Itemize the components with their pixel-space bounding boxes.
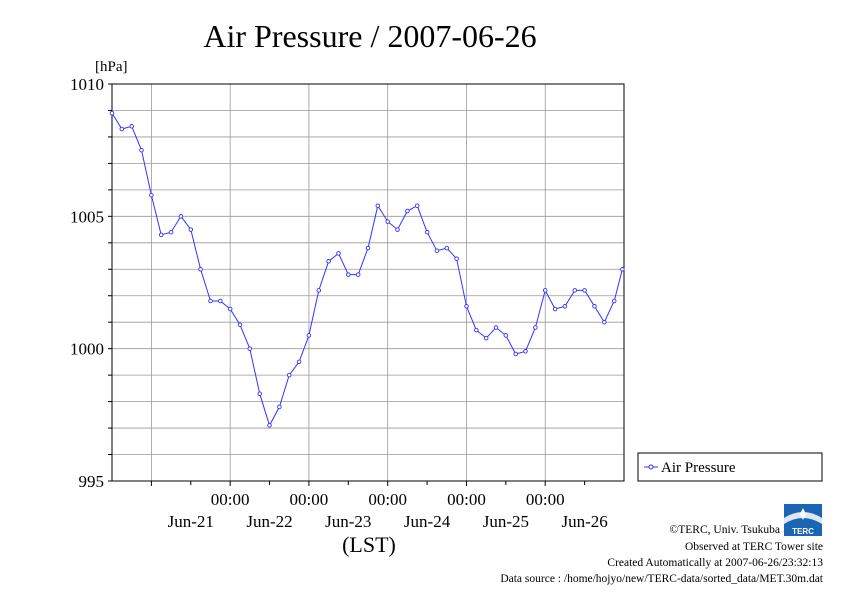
data-point [277,404,282,410]
data-point [562,304,568,309]
x-date-tick-label: Jun-24 [404,512,451,531]
data-point [464,304,469,309]
x-date-tick-label: Jun-25 [483,512,529,531]
data-point [513,351,518,357]
data-point [119,126,125,132]
y-tick-label: 1010 [70,75,104,94]
observed-text: Observed at TERC Tower site [685,541,823,553]
series-air-pressure [109,110,625,428]
data-point [208,298,213,304]
data-point [286,372,292,378]
data-point [474,327,479,333]
x-time-tick-label: 00:00 [368,490,407,509]
data-point [375,203,381,208]
x-date-tick-label: Jun-21 [168,512,214,531]
data-point [178,214,184,219]
data-point [267,423,272,428]
data-point [611,298,617,304]
source-text: Data source : /home/hojyo/new/TERC-data/… [500,573,823,585]
terc-logo-icon: TERC [784,504,822,536]
data-point [139,147,144,153]
data-point [620,267,625,272]
copyright-text: ©TERC, Univ. Tsukuba [670,524,780,536]
data-point [168,229,174,235]
data-point [582,288,587,293]
data-point [316,288,322,293]
legend-box [637,452,823,482]
data-point [592,304,597,309]
data-point [355,272,361,277]
data-point [257,391,262,396]
y-axis: 1010 1005 1000 995 [70,75,112,491]
x-axis-label: (LST) [342,532,396,557]
data-point [198,267,203,272]
data-point [326,259,331,264]
data-point [542,288,548,293]
data-point [434,248,440,253]
x-time-tick-label: 00:00 [526,490,565,509]
data-point [385,219,390,224]
footer: ©TERC, Univ. Tsukuba Observed at TERC To… [500,524,823,585]
data-point [454,256,459,261]
data-point [306,333,312,338]
data-point [405,208,410,214]
y-tick-label: 1000 [70,340,104,359]
x-time-tick-label: 00:00 [211,490,250,509]
data-point [218,298,223,304]
data-point [346,272,351,277]
data-point [602,319,607,325]
data-point [444,245,450,251]
x-axis: 00:00 00:00 00:00 00:00 00:00 Jun-21 Jun-22 Jun… [150,481,608,531]
data-point [523,349,528,354]
data-point [503,333,509,338]
y-unit-label: [hPa] [95,59,128,75]
plot-frame [111,83,625,482]
legend-marker [648,464,654,470]
x-date-tick-label: Jun-26 [561,512,607,531]
data-point [572,288,578,293]
x-date-tick-label: Jun-22 [246,512,292,531]
data-point [483,335,489,341]
data-point [493,325,499,330]
data-point [296,359,302,365]
data-point [227,306,233,312]
y-tick-label: 1005 [70,207,104,226]
data-point [533,325,538,330]
data-point [188,227,194,232]
data-point [129,124,134,129]
data-point [365,245,371,251]
data-point [424,229,430,235]
data-point [149,192,154,198]
x-time-tick-label: 00:00 [447,490,486,509]
legend-label: Air Pressure [661,460,736,476]
chart-title: Air Pressure / 2007-06-26 [203,18,536,54]
legend: Air Pressure [637,452,823,482]
x-time-tick-label: 00:00 [290,490,329,509]
y-tick-label: 995 [79,472,105,491]
data-point [109,110,115,116]
data-point [158,232,164,238]
x-date-tick-label: Jun-23 [325,512,371,531]
data-point [237,322,243,328]
data-point [414,203,420,208]
data-point [247,346,253,351]
grid [112,84,624,481]
created-text: Created Automatically at 2007-06-26/23:3… [607,557,823,569]
plot-area [112,84,624,481]
data-point [395,227,400,232]
logo-text: TERC [792,527,814,536]
data-point [552,306,558,312]
data-point [336,251,341,256]
